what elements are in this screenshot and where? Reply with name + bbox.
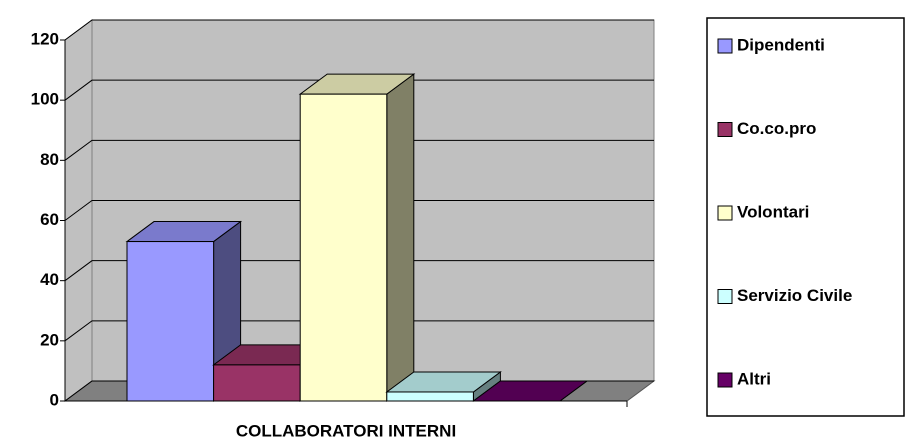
y-tick-label: 100 (31, 90, 59, 109)
legend-swatch (717, 372, 733, 388)
bar (299, 93, 388, 402)
y-tick-label: 80 (40, 150, 59, 169)
legend-swatch (717, 122, 733, 137)
grid-line (64, 320, 654, 342)
legend-swatch (717, 289, 733, 304)
y-tick-label: 40 (40, 270, 59, 289)
bar (213, 364, 301, 402)
y-tick-label: 120 (31, 29, 59, 48)
grid-line (64, 139, 654, 161)
grid-line (64, 79, 654, 101)
legend-label: Altri (737, 369, 771, 388)
y-tick-label: 0 (50, 390, 59, 409)
y-tick-label: 60 (40, 210, 59, 229)
bar (386, 391, 474, 402)
legend-box (706, 17, 905, 417)
y-tick-label: 20 (40, 330, 59, 349)
legend-swatch (717, 205, 733, 221)
bar (126, 241, 215, 402)
bar-side (386, 73, 415, 402)
grid-line (64, 260, 654, 282)
grid-line (64, 200, 654, 221)
grid-line (64, 19, 654, 41)
x-tick-label: COLLABORATORI INTERNI (236, 421, 456, 440)
legend-label: Dipendenti (737, 35, 825, 54)
legend-label: Volontari (737, 202, 809, 221)
legend-swatch (717, 38, 733, 54)
legend-label: Co.co.pro (737, 119, 816, 138)
bar-top (471, 380, 589, 402)
legend-label: Servizio Civile (737, 286, 852, 305)
